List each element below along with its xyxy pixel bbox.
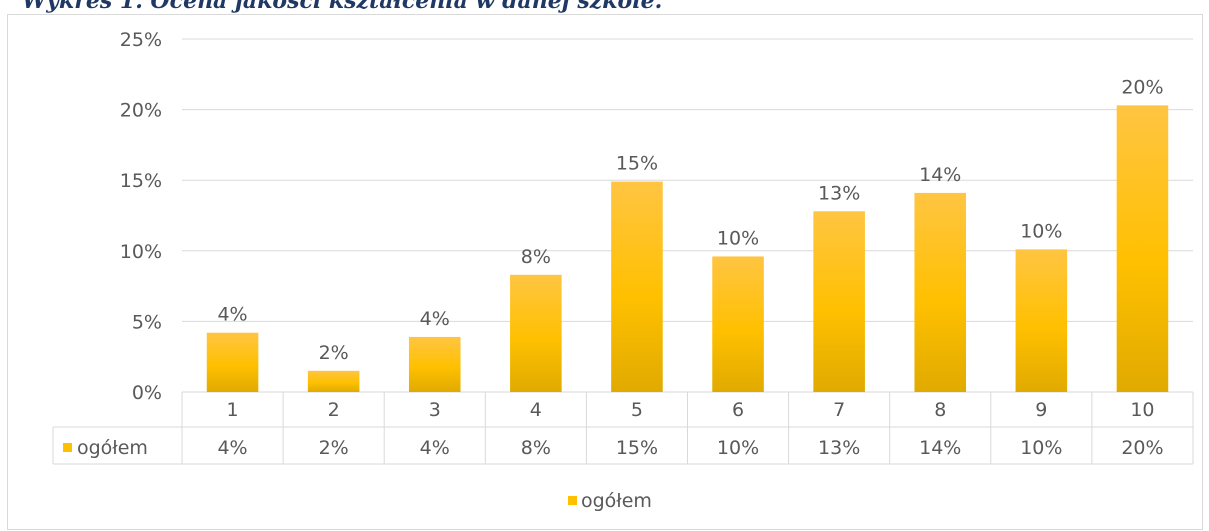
bars — [206, 105, 1169, 392]
data-label: 2% — [319, 342, 349, 364]
table-value: 8% — [521, 437, 551, 459]
data-label: 4% — [420, 308, 450, 330]
table-value: 4% — [420, 437, 450, 459]
x-tick-label: 5 — [631, 399, 643, 421]
y-tick-label: 5% — [132, 311, 162, 333]
data-label: 10% — [1020, 220, 1062, 242]
table-series-key — [63, 443, 72, 452]
table-value: 2% — [319, 437, 349, 459]
bar-6 — [712, 256, 764, 392]
table-value: 15% — [616, 437, 658, 459]
data-label: 13% — [818, 182, 860, 204]
table-value: 10% — [1020, 437, 1062, 459]
x-tick-label: 4 — [530, 399, 542, 421]
bar-8 — [914, 192, 967, 392]
legend-swatch — [568, 496, 577, 505]
legend-label: ogółem — [581, 490, 652, 512]
x-tick-label: 10 — [1130, 399, 1154, 421]
data-label: 10% — [717, 227, 759, 249]
table-value: 4% — [217, 437, 247, 459]
data-label: 8% — [521, 246, 551, 268]
x-tick-label: 6 — [732, 399, 744, 421]
y-tick-label: 20% — [120, 100, 162, 122]
table-value: 13% — [818, 437, 860, 459]
bar-2 — [307, 370, 360, 392]
data-labels: 4% 2% 4% 8% 15% 10% 13% 14% 10% 20% — [217, 76, 1163, 363]
bar-3 — [408, 336, 461, 392]
data-label: 15% — [616, 153, 658, 175]
figure-caption: Wykres 1. Ocena jakości kształcenia w da… — [22, 0, 663, 14]
bar-5 — [611, 181, 663, 392]
bar-4 — [510, 274, 562, 392]
x-tick-label: 2 — [328, 399, 340, 421]
x-tick-label: 8 — [934, 399, 946, 421]
data-label: 14% — [919, 164, 961, 186]
bar-9 — [1015, 249, 1068, 392]
y-axis: 0% 5% 10% 15% 20% 25% — [120, 29, 162, 404]
table-value: 10% — [717, 437, 759, 459]
data-label: 20% — [1121, 76, 1163, 98]
x-tick-label: 3 — [429, 399, 441, 421]
table-series-name: ogółem — [77, 437, 148, 459]
bar-10 — [1116, 105, 1169, 392]
y-tick-label: 25% — [120, 29, 162, 51]
y-tick-label: 10% — [120, 241, 162, 263]
y-tick-label: 15% — [120, 170, 162, 192]
x-tick-label: 1 — [227, 399, 239, 421]
bar-1 — [206, 332, 259, 392]
data-table: 14%22%34%48%515%610%713%814%910%1020%ogó… — [52, 392, 1194, 465]
x-tick-label: 7 — [833, 399, 845, 421]
table-value: 14% — [919, 437, 961, 459]
y-tick-label: 0% — [132, 382, 162, 404]
table-value: 20% — [1121, 437, 1163, 459]
chart-frame — [7, 14, 1203, 530]
data-label: 4% — [217, 304, 247, 326]
bar-7 — [813, 211, 865, 392]
legend: ogółem — [568, 490, 652, 512]
x-tick-label: 9 — [1035, 399, 1047, 421]
